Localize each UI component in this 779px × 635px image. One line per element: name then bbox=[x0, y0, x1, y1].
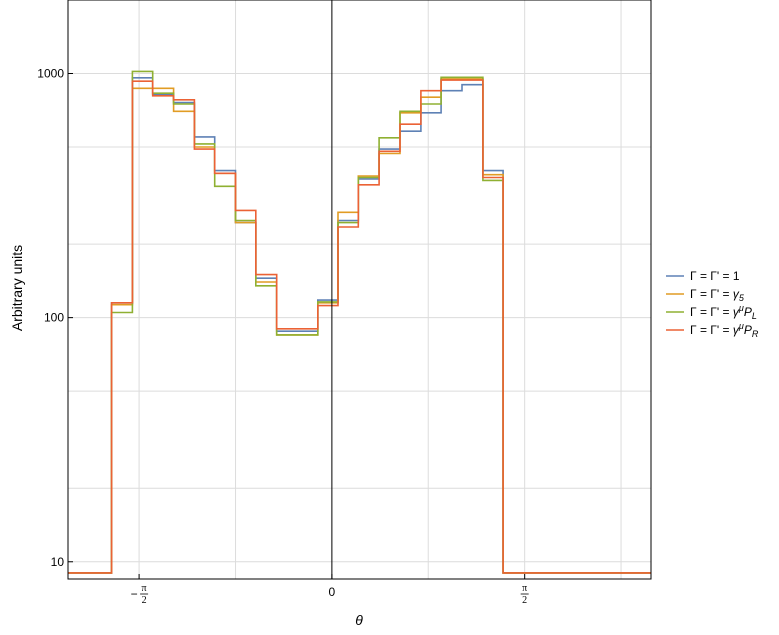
axes bbox=[67, 0, 652, 580]
series-line-3 bbox=[68, 70, 651, 574]
x-tick-denominator: 2 bbox=[142, 595, 147, 606]
x-tick-label: 0 bbox=[329, 585, 336, 599]
legend-item-4: Γ = Γ' = γμPR bbox=[666, 321, 759, 339]
y-tick-label: 1000 bbox=[37, 66, 64, 80]
legend-label: Γ = Γ' = γμPL bbox=[690, 303, 757, 321]
plot-frame bbox=[67, 0, 652, 580]
x-tick-label: π2 bbox=[520, 583, 529, 606]
series-layer bbox=[68, 70, 651, 574]
y-axis-label: Arbitrary units bbox=[9, 245, 25, 331]
x-tick-numerator: π bbox=[142, 583, 147, 594]
series-line-1 bbox=[68, 77, 651, 574]
series-line-4 bbox=[68, 79, 651, 574]
y-tick-label: 10 bbox=[51, 555, 65, 569]
legend-item-2: Γ = Γ' = γ5 bbox=[666, 287, 745, 303]
x-axis-label: θ bbox=[355, 612, 363, 628]
grid-lines bbox=[68, 0, 651, 579]
legend-label: Γ = Γ' = γμPR bbox=[690, 321, 759, 339]
legend-item-1: Γ = Γ' = 1 bbox=[666, 269, 740, 283]
legend-label: Γ = Γ' = γ5 bbox=[690, 287, 745, 303]
legend-item-3: Γ = Γ' = γμPL bbox=[666, 303, 757, 321]
series-line-2 bbox=[68, 78, 651, 574]
legend-label: Γ = Γ' = 1 bbox=[690, 269, 740, 283]
x-tick-denominator: 2 bbox=[522, 595, 527, 606]
x-tick-numerator: π bbox=[522, 583, 527, 594]
x-tick-sign: − bbox=[131, 587, 138, 601]
x-tick-label: − π2 bbox=[131, 583, 149, 606]
y-tick-label: 100 bbox=[44, 311, 64, 325]
